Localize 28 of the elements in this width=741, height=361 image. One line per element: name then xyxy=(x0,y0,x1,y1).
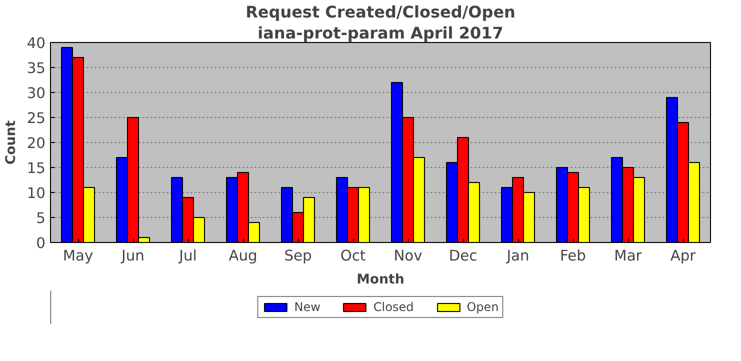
legend-label: New xyxy=(294,300,320,314)
y-tick-label: 10 xyxy=(26,185,46,202)
y-tick-label: 25 xyxy=(26,110,46,127)
x-tick-label: Sep xyxy=(284,248,312,264)
y-axis-title: Count xyxy=(4,120,19,165)
y-tick-label: 15 xyxy=(26,160,46,177)
chart-subtitle: iana-prot-param April 2017 xyxy=(258,24,504,42)
y-tick-label: 20 xyxy=(26,135,46,152)
x-tick-label: Feb xyxy=(560,248,586,264)
y-tick-label: 35 xyxy=(26,60,46,77)
chart-title: Request Created/Closed/Open xyxy=(246,2,516,22)
x-tick-label: Dec xyxy=(448,248,478,264)
x-tick-label: Mar xyxy=(614,248,643,264)
legend-label: Open xyxy=(466,300,499,314)
y-tick-label: 30 xyxy=(26,85,46,102)
x-tick-label: Jul xyxy=(178,248,197,264)
legend-label: Closed xyxy=(373,300,414,314)
x-axis-title: Month xyxy=(356,272,404,288)
x-tick-label: Jan xyxy=(506,248,530,264)
x-tick-label: Aug xyxy=(228,248,258,264)
x-tick-label: Jun xyxy=(120,248,144,264)
y-tick-label: 5 xyxy=(36,210,46,227)
y-tick-label: 40 xyxy=(26,35,46,52)
x-tick-label: Apr xyxy=(670,248,697,264)
x-tick-label: Nov xyxy=(394,248,423,264)
x-tick-label: Oct xyxy=(340,248,366,264)
x-tick-label: May xyxy=(62,248,94,264)
y-tick-label: 0 xyxy=(36,235,46,252)
